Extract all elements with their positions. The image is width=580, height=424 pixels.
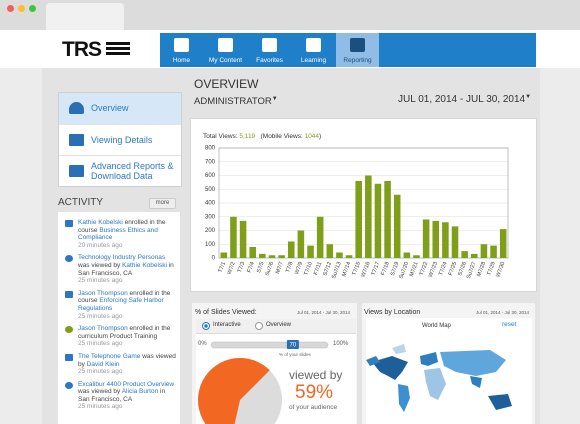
map-box xyxy=(366,318,532,424)
activity-text: was viewed by xyxy=(78,261,123,269)
activity-link[interactable]: Jason Thompson xyxy=(78,289,128,297)
activity-item: Jason Thompson enrolled in the course En… xyxy=(58,290,180,325)
audience-caption: of your audience xyxy=(289,404,338,411)
radio-label[interactable]: Interactive xyxy=(213,322,241,328)
dot xyxy=(7,5,14,12)
audience-value: 59% xyxy=(295,382,334,403)
date-range[interactable]: JUL 01, 2014 - JUL 30, 2014▼ xyxy=(398,94,532,105)
activity-list: Kathie Kobelski enrolled in the course B… xyxy=(58,212,180,424)
activity-link[interactable]: Excalibur 4400 Product Overview xyxy=(78,380,175,388)
activity-icon xyxy=(65,326,73,334)
activity-link[interactable]: Enforcing Safe Harbor Regulations xyxy=(78,297,164,312)
chart-panel xyxy=(190,118,537,292)
date-text: JUL 01, 2014 - JUL 30, 2014 xyxy=(398,94,526,105)
slides-date: Jul 01, 2014 - Jul 30, 2014 xyxy=(297,310,351,315)
location-title: Views by Location xyxy=(364,309,421,316)
activity-link[interactable]: The Telephone Game xyxy=(78,352,141,360)
slides-title: % of Slides Viewed: xyxy=(195,309,257,316)
nav-item[interactable]: My Content xyxy=(204,33,247,67)
activity-text: enrolled in the curriculum Product Train… xyxy=(78,325,171,340)
activity-time: 25 minutes ago xyxy=(78,312,123,320)
role-text: ADMINISTRATOR xyxy=(194,96,272,107)
activity-time: 25 minutes ago xyxy=(78,277,123,285)
mobile: 1044 xyxy=(304,133,320,140)
total-label: Total Views: xyxy=(203,133,238,140)
nav-icon xyxy=(262,38,277,52)
activity-text: in San Francisco, CA xyxy=(78,388,166,403)
logo: TRS xyxy=(62,38,102,61)
activity-icon xyxy=(65,255,73,263)
activity-item: The Telephone Game was viewed by David K… xyxy=(58,353,180,381)
radio[interactable] xyxy=(202,322,210,330)
activity-time: 25 minutes ago xyxy=(78,340,123,348)
activity-link[interactable]: David Klein xyxy=(86,360,120,368)
dot xyxy=(29,5,36,12)
overview-title: OVERVIEW xyxy=(194,77,259,91)
logo-mark xyxy=(106,42,130,45)
nav-icon xyxy=(306,38,321,52)
location-date: Jul 01, 2014 - Jul 30, 2014 xyxy=(476,310,530,315)
activity-link[interactable]: Alicia Burton xyxy=(121,388,159,396)
reset[interactable]: reset xyxy=(502,321,517,328)
slider-min: 0% xyxy=(198,341,207,347)
menu-label: Overview xyxy=(91,103,129,113)
activity-text: enrolled in the course xyxy=(78,219,166,234)
mobile-label: (Mobile Views: xyxy=(260,133,303,140)
browser-tab[interactable] xyxy=(46,3,124,30)
menu-item[interactable]: Viewing Details xyxy=(59,124,181,155)
activity-item: Kathie Kobelski enrolled in the course B… xyxy=(58,219,180,254)
activity-icon xyxy=(65,220,73,227)
activity-icon xyxy=(65,353,73,361)
activity-text: in San Francisco, CA xyxy=(78,261,174,277)
activity-title: ACTIVITY xyxy=(58,197,104,208)
map-title: World Map xyxy=(422,323,451,329)
role[interactable]: ADMINISTRATOR▼ xyxy=(194,96,278,107)
menu-icon xyxy=(69,134,84,146)
activity-link[interactable]: Jason Thompson xyxy=(78,325,128,333)
activity-icon xyxy=(65,290,73,298)
radio-label[interactable]: Overview xyxy=(266,322,292,328)
menu-icon xyxy=(69,102,84,114)
activity-time: 25 minutes ago xyxy=(78,368,123,376)
activity-item: Technology Industry Personas was viewed … xyxy=(58,254,180,289)
nav-item[interactable]: Reporting xyxy=(336,33,379,67)
activity-item: Excalibur 4400 Product Overview was view… xyxy=(58,381,180,416)
nav-item[interactable]: Home xyxy=(160,33,203,67)
activity-text: was viewed by xyxy=(78,388,122,396)
menu-label: Viewing Details xyxy=(91,135,153,145)
activity-link[interactable]: Business Ethics and Compliance xyxy=(78,226,158,242)
activity-text: enrolled in the course xyxy=(78,289,171,305)
nav-icon xyxy=(218,38,233,52)
totals: Total Views: 5,119 (Mobile Views: 1044) xyxy=(203,133,321,140)
activity-link[interactable]: Kathie Kobelski xyxy=(78,219,123,226)
activity-icon xyxy=(65,381,73,389)
activity-item: Jason Thompson enrolled in the curriculu… xyxy=(58,325,180,353)
menu-item[interactable]: Advanced Reports & Download Data xyxy=(59,155,181,186)
menu-icon xyxy=(69,165,84,177)
menu-item[interactable]: Overview xyxy=(59,93,181,124)
more-button[interactable]: more xyxy=(149,198,176,209)
activity-link[interactable]: Technology Industry Personas xyxy=(78,254,166,262)
dot xyxy=(18,5,25,12)
activity-link[interactable]: Kathie Kobelski xyxy=(122,261,167,269)
activity-time: 25 minutes ago xyxy=(78,403,123,411)
viewed-by: viewed by xyxy=(289,368,343,382)
sidebar-menu: Overview Viewing Details Advanced Reports … xyxy=(58,92,182,187)
nav-item[interactable]: Favorites xyxy=(248,33,291,67)
nav-icon xyxy=(174,38,189,52)
slider-max: 100% xyxy=(333,341,349,347)
activity-time: 20 minutes ago xyxy=(78,241,123,249)
menu-label: Advanced Reports & Download Data xyxy=(91,161,174,181)
nav-item[interactable]: Learning xyxy=(292,33,335,67)
activity-text: was viewed by xyxy=(78,352,176,368)
nav-icon xyxy=(350,38,365,52)
radio-bar xyxy=(196,319,356,334)
slider-caption: % of your slides xyxy=(279,352,311,357)
mobile-close: ) xyxy=(319,133,322,140)
total: 5,119 xyxy=(239,133,256,140)
radio[interactable] xyxy=(255,322,263,330)
